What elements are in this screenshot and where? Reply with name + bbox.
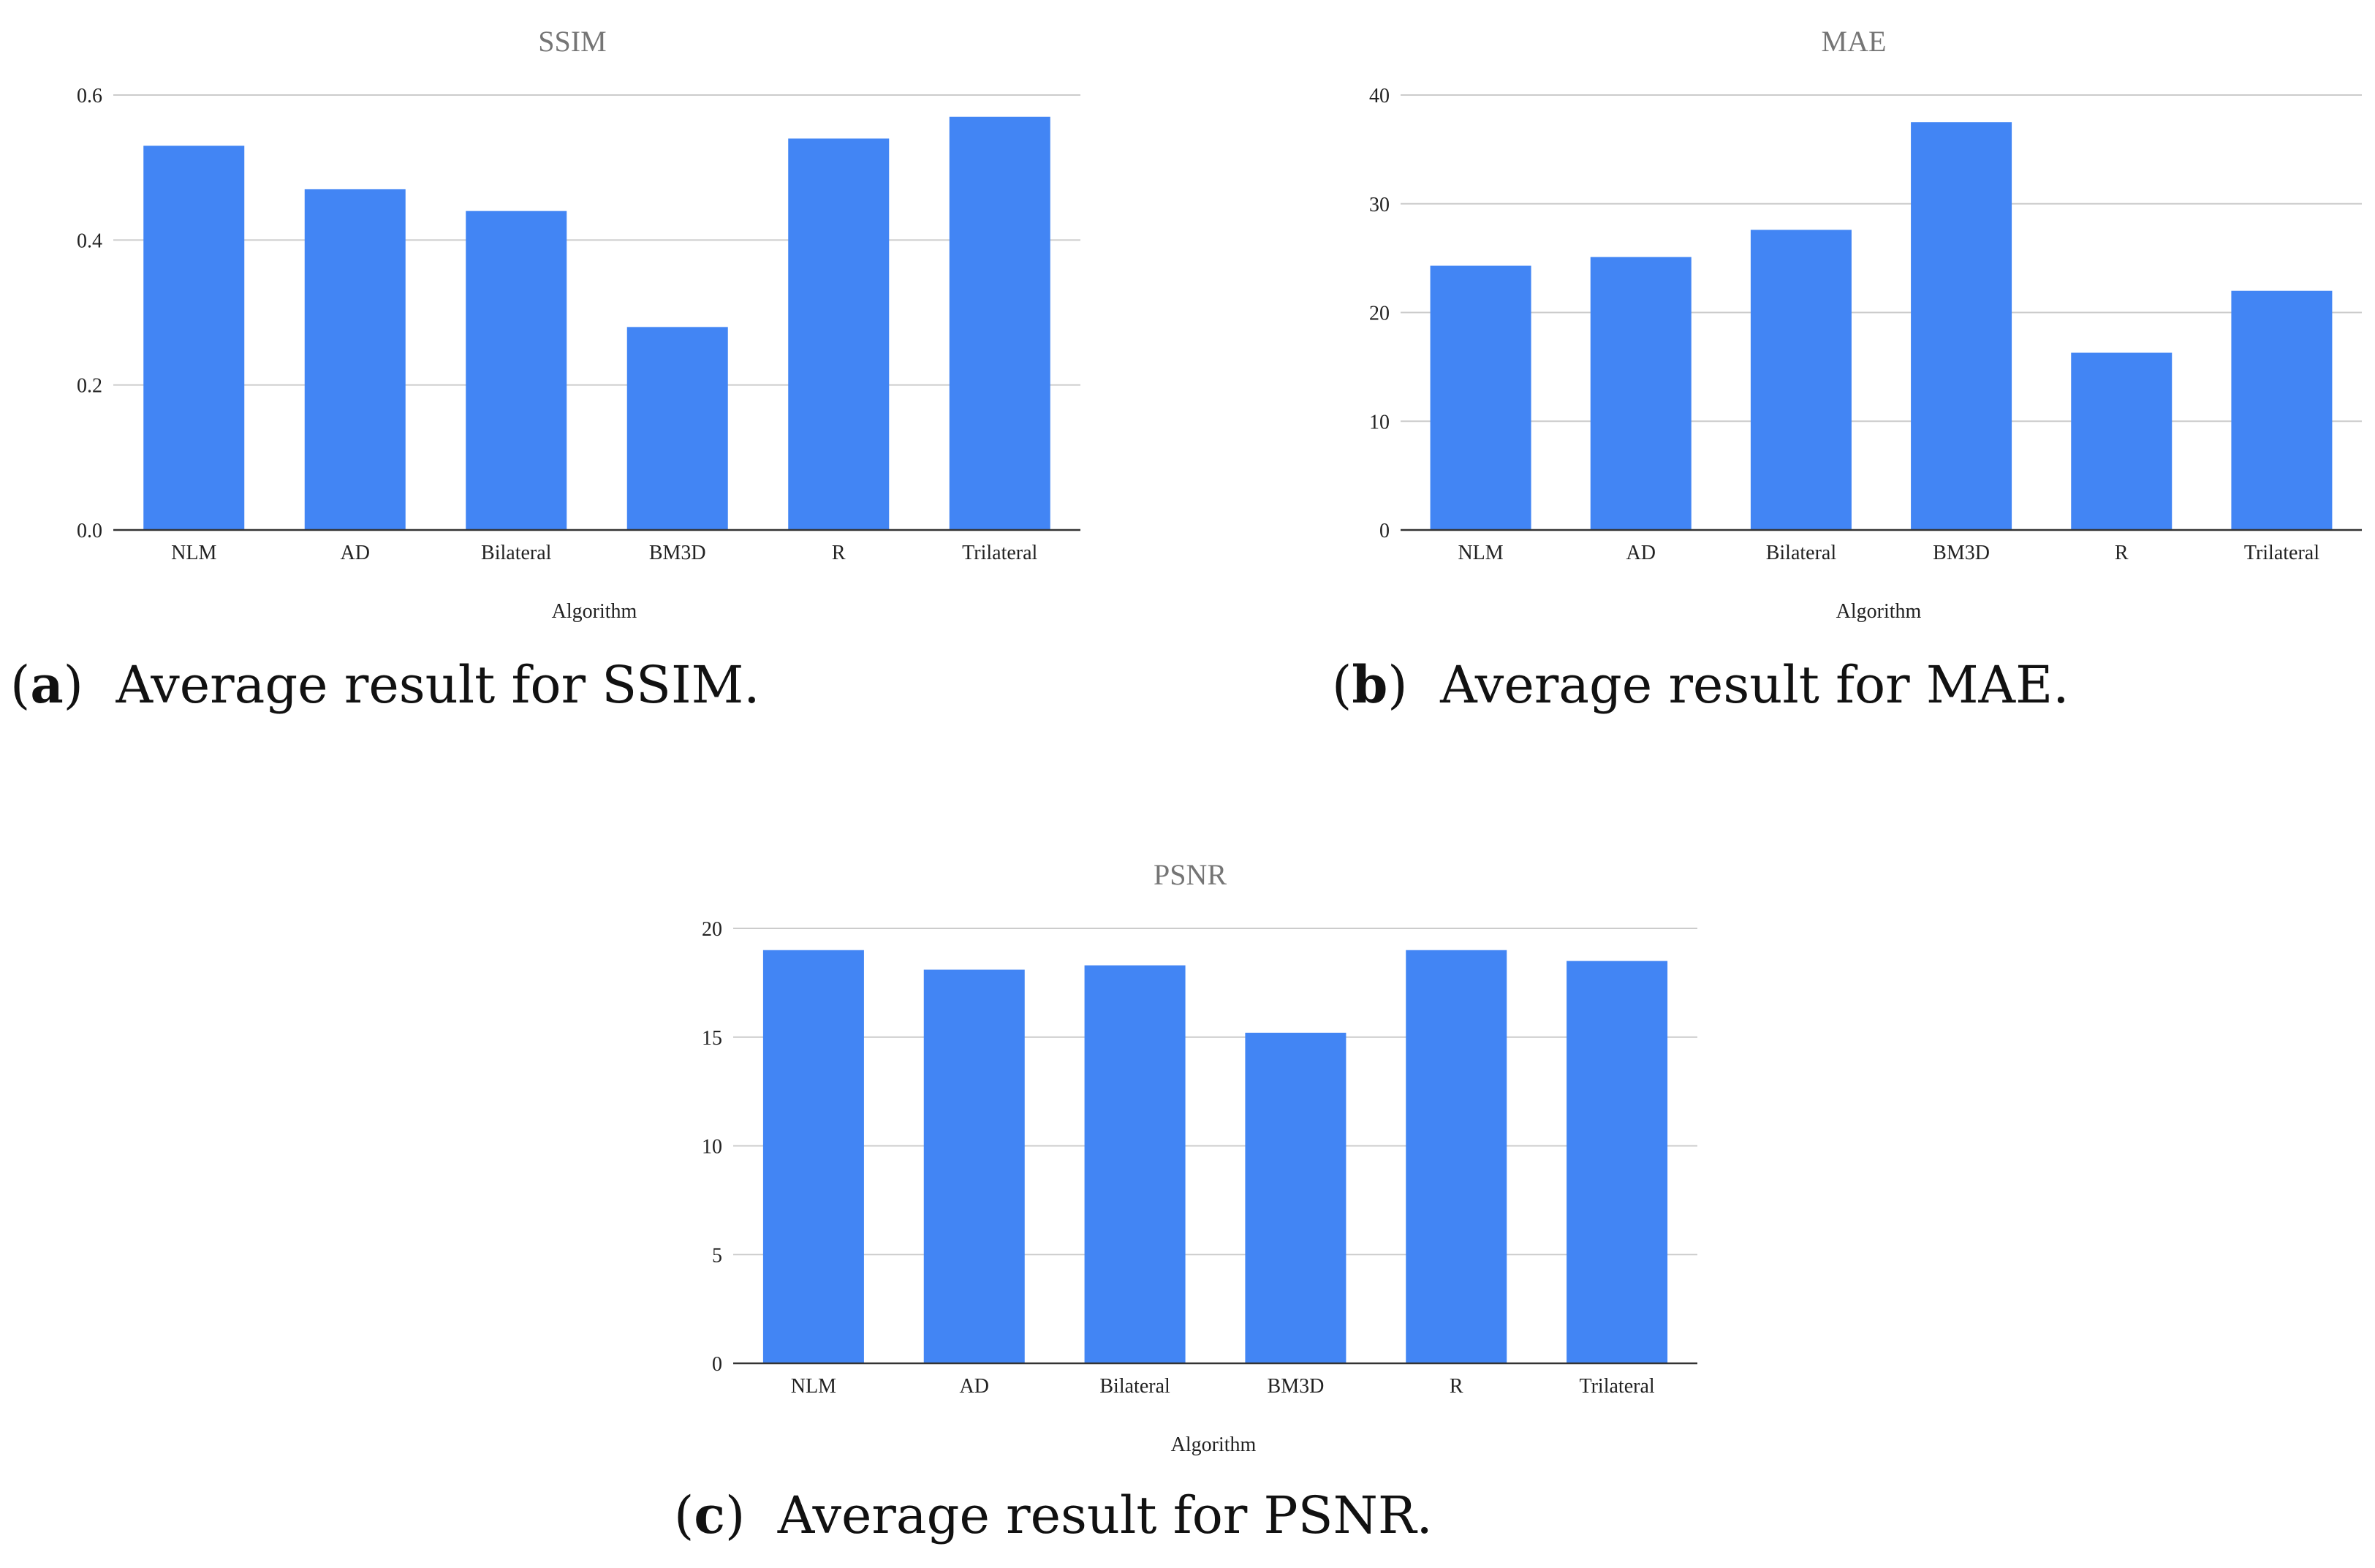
ssim-y-tick-label: 0.6: [77, 85, 102, 107]
ssim-bar-nlm: [143, 145, 245, 530]
caption-psnr-text: Average result for PSNR.: [777, 1485, 1433, 1545]
caption-psnr-letter: c: [694, 1485, 725, 1545]
ssim-bar-bilateral: [466, 211, 567, 530]
chart-panel-psnr: PSNR 0 5 10 15 20 NLM AD Bilateral BM3D R Trilatera…: [621, 833, 1762, 1491]
ssim-chart-title: SSIM: [538, 25, 606, 58]
caption-ssim-text: Average result for SSIM.: [115, 655, 760, 715]
caption-mae-letter: b: [1352, 654, 1388, 715]
ssim-x-tick-label: BM3D: [649, 542, 706, 564]
mae-bar-bilateral: [1750, 230, 1852, 530]
mae-bar-r: [2071, 352, 2173, 530]
psnr-chart-title: PSNR: [1154, 858, 1227, 891]
psnr-x-axis-label: Algorithm: [1171, 1433, 1257, 1456]
caption-mae: (b) Average result for MAE.: [1332, 654, 2069, 715]
caption-mae-text: Average result for MAE.: [1440, 655, 2069, 715]
ssim-y-tick-label: 0.2: [77, 375, 102, 398]
ssim-bar-ad: [304, 189, 406, 530]
mae-x-tick-label: NLM: [1458, 542, 1503, 564]
caption-ssim: (a) Average result for SSIM.: [10, 654, 760, 715]
mae-y-tick-label: 10: [1369, 411, 1390, 433]
psnr-x-tick-label: R: [1450, 1375, 1463, 1398]
mae-y-tick-label: 0: [1379, 520, 1390, 542]
psnr-bar-bm3d: [1245, 1032, 1346, 1363]
psnr-x-tick-label: AD: [960, 1375, 989, 1398]
ssim-x-tick-label: AD: [341, 542, 370, 564]
ssim-x-axis-label: Algorithm: [552, 600, 637, 623]
psnr-chart: PSNR 0 5 10 15 20 NLM AD Bilateral BM3D R Trilatera…: [702, 858, 1697, 1456]
mae-chart: MAE 0 10 20 30 40 NLM AD Bilateral BM3D R Trilatera…: [1369, 25, 2362, 623]
mae-x-tick-label: BM3D: [1933, 542, 1990, 564]
psnr-x-tick-label: BM3D: [1268, 1375, 1325, 1398]
psnr-y-tick-label: 0: [712, 1353, 722, 1376]
psnr-bar-ad: [923, 969, 1025, 1363]
chart-panel-mae: MAE 0 10 20 30 40 NLM AD Bilateral BM3D R Trilatera…: [1243, 0, 2375, 658]
ssim-bar-r: [788, 138, 890, 530]
mae-chart-title: MAE: [1822, 25, 1887, 58]
ssim-x-tick-label: Trilateral: [962, 542, 1037, 564]
caption-ssim-letter: a: [30, 654, 64, 715]
psnr-x-tick-label: NLM: [791, 1375, 836, 1398]
mae-y-tick-label: 20: [1369, 303, 1390, 325]
psnr-y-tick-label: 20: [702, 918, 722, 941]
caption-psnr: (c) Average result for PSNR.: [674, 1485, 1433, 1545]
psnr-bar-r: [1406, 950, 1507, 1363]
mae-bar-nlm: [1430, 265, 1531, 530]
mae-x-tick-label: R: [2115, 542, 2129, 564]
ssim-bar-bm3d: [626, 327, 728, 530]
psnr-y-tick-label: 10: [702, 1136, 722, 1159]
ssim-bar-trilateral: [949, 116, 1050, 530]
psnr-y-tick-label: 15: [702, 1027, 722, 1050]
mae-x-axis-label: Algorithm: [1836, 600, 1922, 623]
psnr-x-tick-label: Trilateral: [1579, 1375, 1654, 1398]
psnr-bar-trilateral: [1567, 961, 1668, 1363]
ssim-x-tick-label: R: [832, 542, 846, 564]
mae-x-tick-label: Trilateral: [2244, 542, 2319, 564]
ssim-chart: SSIM 0.0 0.2 0.4 0.6 NLM AD Bilateral BM3D R Trila…: [77, 25, 1080, 623]
psnr-y-tick-label: 5: [712, 1244, 722, 1267]
chart-panel-ssim: SSIM 0.0 0.2 0.4 0.6 NLM AD Bilateral BM3D R Trila…: [0, 0, 1140, 658]
mae-x-tick-label: Bilateral: [1766, 542, 1837, 564]
ssim-y-tick-label: 0.4: [77, 230, 102, 252]
mae-y-tick-label: 30: [1369, 194, 1390, 216]
psnr-bar-nlm: [762, 950, 864, 1363]
ssim-x-tick-label: Bilateral: [481, 542, 552, 564]
mae-bar-bm3d: [1911, 122, 2012, 530]
psnr-x-tick-label: Bilateral: [1099, 1375, 1170, 1398]
mae-bar-ad: [1590, 257, 1692, 530]
mae-bar-trilateral: [2231, 290, 2333, 530]
psnr-bar-bilateral: [1084, 965, 1186, 1363]
mae-y-tick-label: 40: [1369, 85, 1390, 107]
ssim-x-tick-label: NLM: [171, 542, 216, 564]
mae-x-tick-label: AD: [1626, 542, 1656, 564]
ssim-y-tick-label: 0.0: [77, 520, 102, 542]
